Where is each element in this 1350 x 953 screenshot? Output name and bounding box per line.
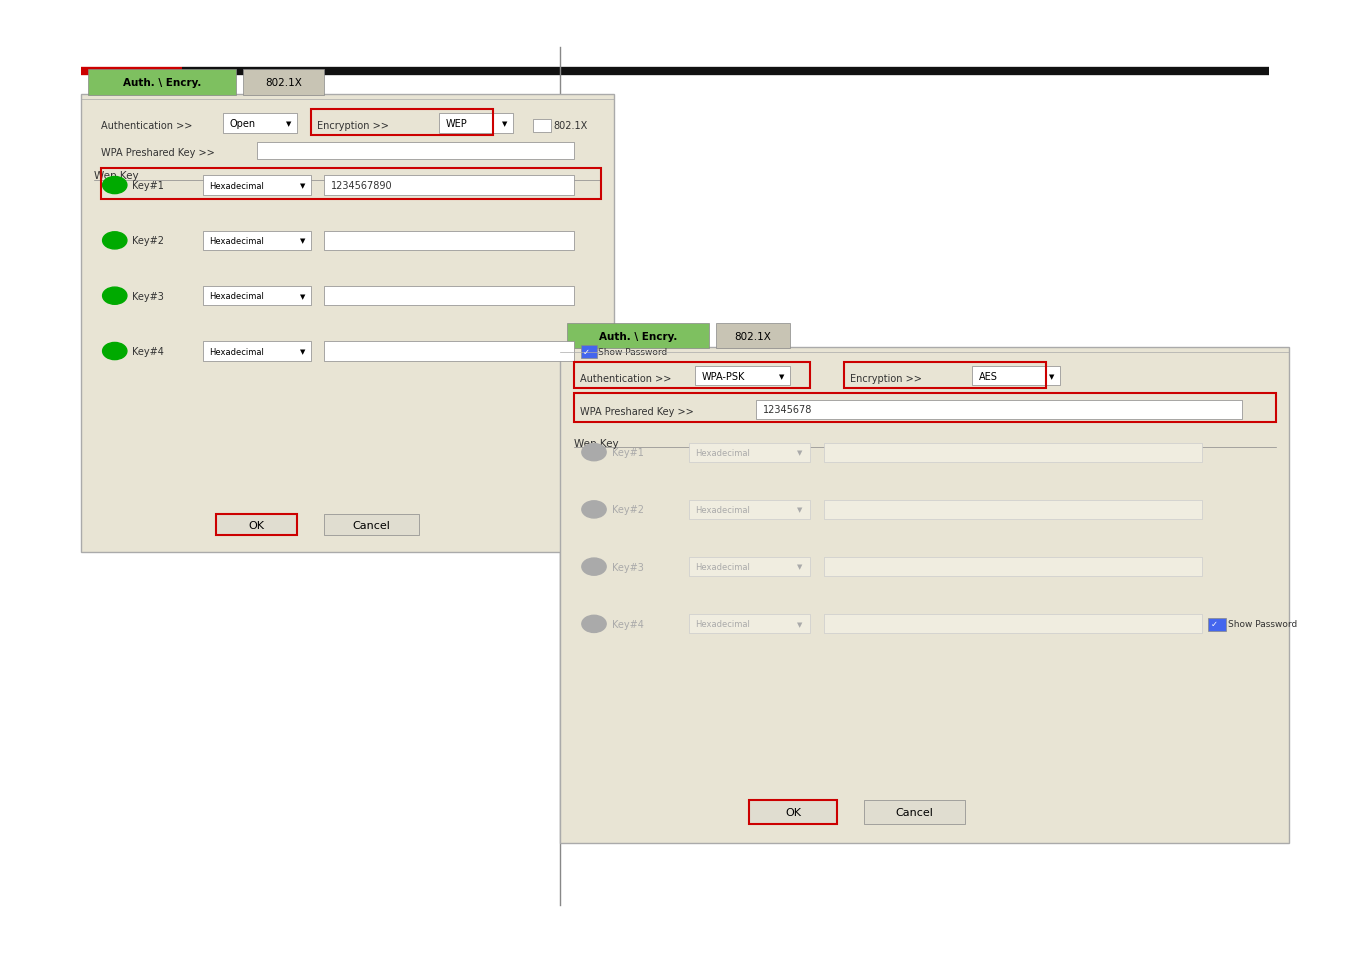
- FancyBboxPatch shape: [824, 558, 1202, 577]
- Text: Hexadecimal: Hexadecimal: [209, 292, 265, 301]
- FancyBboxPatch shape: [688, 443, 810, 462]
- Text: Hexadecimal: Hexadecimal: [695, 448, 751, 457]
- Text: Hexadecimal: Hexadecimal: [209, 347, 265, 356]
- Text: Open: Open: [230, 119, 255, 129]
- FancyBboxPatch shape: [716, 324, 790, 349]
- FancyBboxPatch shape: [256, 143, 574, 160]
- Text: ▼: ▼: [1049, 374, 1054, 379]
- Text: 802.1X: 802.1X: [554, 121, 587, 131]
- Text: ▼: ▼: [502, 121, 508, 127]
- Text: ✓: ✓: [1211, 619, 1218, 629]
- Circle shape: [582, 444, 606, 461]
- FancyBboxPatch shape: [972, 367, 1060, 386]
- FancyBboxPatch shape: [688, 558, 810, 577]
- Text: ▼: ▼: [300, 294, 305, 299]
- FancyBboxPatch shape: [560, 348, 1289, 843]
- Circle shape: [103, 288, 127, 305]
- FancyBboxPatch shape: [580, 346, 597, 358]
- FancyBboxPatch shape: [202, 232, 310, 251]
- Text: OK: OK: [786, 807, 801, 818]
- FancyBboxPatch shape: [216, 515, 297, 536]
- FancyBboxPatch shape: [824, 443, 1202, 462]
- Text: 802.1X: 802.1X: [734, 332, 771, 341]
- FancyBboxPatch shape: [533, 120, 551, 132]
- Text: Auth. \ Encry.: Auth. \ Encry.: [123, 78, 201, 88]
- Text: Hexadecimal: Hexadecimal: [695, 505, 751, 515]
- FancyBboxPatch shape: [756, 400, 1242, 419]
- Text: WPA Preshared Key >>: WPA Preshared Key >>: [580, 407, 694, 416]
- FancyBboxPatch shape: [567, 324, 709, 349]
- Text: WPA-PSK: WPA-PSK: [702, 372, 745, 381]
- Text: ▼: ▼: [796, 564, 802, 570]
- FancyBboxPatch shape: [695, 367, 790, 386]
- Text: 1234567890: 1234567890: [331, 181, 393, 191]
- FancyBboxPatch shape: [688, 615, 810, 634]
- Text: Key#1: Key#1: [612, 448, 644, 457]
- Text: Key#3: Key#3: [612, 562, 644, 572]
- Text: Authentication >>: Authentication >>: [101, 121, 193, 131]
- Circle shape: [103, 177, 127, 194]
- Text: ▼: ▼: [796, 450, 802, 456]
- Text: AES: AES: [979, 372, 998, 381]
- Text: Hexadecimal: Hexadecimal: [209, 181, 265, 191]
- Text: Key#4: Key#4: [132, 347, 165, 356]
- Text: Hexadecimal: Hexadecimal: [695, 562, 751, 572]
- FancyBboxPatch shape: [749, 801, 837, 824]
- FancyBboxPatch shape: [824, 500, 1202, 519]
- FancyBboxPatch shape: [243, 70, 324, 96]
- FancyBboxPatch shape: [439, 114, 513, 133]
- FancyBboxPatch shape: [864, 801, 965, 824]
- Text: Key#4: Key#4: [612, 619, 644, 629]
- Text: WEP: WEP: [446, 119, 467, 129]
- Text: Hexadecimal: Hexadecimal: [209, 236, 265, 246]
- Text: ▼: ▼: [300, 238, 305, 244]
- FancyBboxPatch shape: [824, 615, 1202, 634]
- FancyBboxPatch shape: [202, 342, 310, 361]
- Text: Show Password: Show Password: [598, 347, 667, 356]
- FancyBboxPatch shape: [81, 95, 614, 553]
- FancyBboxPatch shape: [202, 176, 310, 195]
- FancyBboxPatch shape: [324, 515, 418, 536]
- Text: OK: OK: [248, 520, 265, 530]
- Text: Cancel: Cancel: [352, 520, 390, 530]
- FancyBboxPatch shape: [1208, 618, 1226, 631]
- Text: ▼: ▼: [286, 121, 292, 127]
- Text: Wep Key: Wep Key: [574, 438, 618, 448]
- Text: Hexadecimal: Hexadecimal: [695, 619, 751, 629]
- Text: Show Password: Show Password: [1228, 619, 1297, 629]
- FancyBboxPatch shape: [688, 500, 810, 519]
- FancyBboxPatch shape: [324, 287, 574, 306]
- FancyBboxPatch shape: [324, 176, 574, 195]
- Text: ▼: ▼: [779, 374, 784, 379]
- Circle shape: [582, 501, 606, 518]
- Text: WPA Preshared Key >>: WPA Preshared Key >>: [101, 148, 215, 157]
- Text: ▼: ▼: [796, 621, 802, 627]
- FancyBboxPatch shape: [324, 342, 574, 361]
- Text: Encryption >>: Encryption >>: [317, 121, 389, 131]
- Text: Authentication >>: Authentication >>: [580, 374, 672, 383]
- Text: ▼: ▼: [796, 507, 802, 513]
- Text: Cancel: Cancel: [895, 807, 934, 818]
- Text: 12345678: 12345678: [763, 405, 813, 415]
- Text: Auth. \ Encry.: Auth. \ Encry.: [598, 332, 678, 341]
- Text: Key#2: Key#2: [612, 505, 644, 515]
- Text: Key#2: Key#2: [132, 236, 165, 246]
- Text: Key#3: Key#3: [132, 292, 165, 301]
- Text: ▼: ▼: [300, 349, 305, 355]
- FancyBboxPatch shape: [324, 232, 574, 251]
- Circle shape: [103, 343, 127, 360]
- Text: Encryption >>: Encryption >>: [850, 374, 922, 383]
- Text: Wep Key: Wep Key: [95, 172, 139, 181]
- Text: ✓: ✓: [583, 347, 590, 356]
- Text: ▼: ▼: [300, 183, 305, 189]
- FancyBboxPatch shape: [88, 70, 236, 96]
- FancyBboxPatch shape: [202, 287, 310, 306]
- Circle shape: [103, 233, 127, 250]
- Text: 802.1X: 802.1X: [265, 78, 302, 88]
- FancyBboxPatch shape: [223, 114, 297, 133]
- Circle shape: [582, 558, 606, 576]
- Text: Key#1: Key#1: [132, 181, 165, 191]
- Circle shape: [582, 616, 606, 633]
